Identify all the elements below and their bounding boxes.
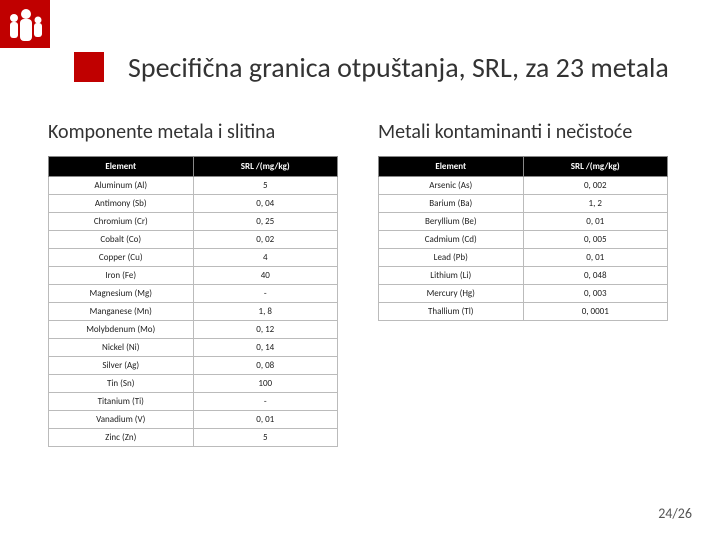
table-row: Tin (Sn)100 (49, 375, 338, 393)
table-row: Mercury (Hg)0, 003 (379, 285, 668, 303)
element-cell: Copper (Cu) (49, 249, 194, 267)
srl-cell: 0, 048 (523, 267, 668, 285)
table-row: Zinc (Zn)5 (49, 429, 338, 447)
element-cell: Beryllium (Be) (379, 213, 524, 231)
col-element: Element (379, 157, 524, 177)
srl-cell: 0, 01 (523, 249, 668, 267)
srl-cell: 0, 08 (193, 357, 338, 375)
table-row: Beryllium (Be)0, 01 (379, 213, 668, 231)
table-row: Manganese (Mn)1, 8 (49, 303, 338, 321)
srl-cell: 0, 04 (193, 195, 338, 213)
element-cell: Thallium (Tl) (379, 303, 524, 321)
table-row: Barium (Ba)1, 2 (379, 195, 668, 213)
contaminants-table: Element SRL /(mg/kg) Arsenic (As)0, 002B… (378, 156, 668, 321)
table-row: Nickel (Ni)0, 14 (49, 339, 338, 357)
table-row: Magnesium (Mg)- (49, 285, 338, 303)
srl-cell: 0, 14 (193, 339, 338, 357)
srl-cell: 1, 8 (193, 303, 338, 321)
table-row: Thallium (Tl)0, 0001 (379, 303, 668, 321)
table-row: Iron (Fe)40 (49, 267, 338, 285)
element-cell: Iron (Fe) (49, 267, 194, 285)
page-number: 24/26 (658, 505, 692, 522)
table-row: Silver (Ag)0, 08 (49, 357, 338, 375)
srl-cell: 0, 12 (193, 321, 338, 339)
srl-cell: 5 (193, 177, 338, 195)
table-row: Chromium (Cr)0, 25 (49, 213, 338, 231)
srl-cell: - (193, 285, 338, 303)
element-cell: Chromium (Cr) (49, 213, 194, 231)
srl-cell: 0, 005 (523, 231, 668, 249)
srl-cell: 0, 02 (193, 231, 338, 249)
page-title: Specifična granica otpuštanja, SRL, za 2… (128, 50, 669, 85)
table-row: Lead (Pb)0, 01 (379, 249, 668, 267)
srl-cell: 0, 25 (193, 213, 338, 231)
components-table: Element SRL /(mg/kg) Aluminum (Al)5Antim… (48, 156, 338, 447)
element-cell: Cobalt (Co) (49, 231, 194, 249)
table-row: Vanadium (V)0, 01 (49, 411, 338, 429)
element-cell: Antimony (Sb) (49, 195, 194, 213)
element-cell: Aluminum (Al) (49, 177, 194, 195)
element-cell: Nickel (Ni) (49, 339, 194, 357)
element-cell: Mercury (Hg) (379, 285, 524, 303)
srl-cell: 0, 01 (193, 411, 338, 429)
element-cell: Lithium (Li) (379, 267, 524, 285)
element-cell: Zinc (Zn) (49, 429, 194, 447)
srl-cell: 5 (193, 429, 338, 447)
col-srl: SRL /(mg/kg) (523, 157, 668, 177)
element-cell: Arsenic (As) (379, 177, 524, 195)
element-cell: Titanium (Ti) (49, 393, 194, 411)
title-bullet (74, 52, 110, 82)
element-cell: Vanadium (V) (49, 411, 194, 429)
table-row: Titanium (Ti)- (49, 393, 338, 411)
srl-cell: 1, 2 (523, 195, 668, 213)
table-row: Cobalt (Co)0, 02 (49, 231, 338, 249)
srl-cell: 0, 003 (523, 285, 668, 303)
srl-cell: 0, 0001 (523, 303, 668, 321)
table-row: Aluminum (Al)5 (49, 177, 338, 195)
srl-cell: - (193, 393, 338, 411)
table-row: Lithium (Li)0, 048 (379, 267, 668, 285)
element-cell: Molybdenum (Mo) (49, 321, 194, 339)
col-element: Element (49, 157, 194, 177)
table-row: Antimony (Sb)0, 04 (49, 195, 338, 213)
title-square-icon (74, 52, 104, 82)
srl-cell: 0, 002 (523, 177, 668, 195)
element-cell: Manganese (Mn) (49, 303, 194, 321)
element-cell: Barium (Ba) (379, 195, 524, 213)
subtitle-left: Komponente metala i slitina (48, 120, 275, 144)
element-cell: Tin (Sn) (49, 375, 194, 393)
col-srl: SRL /(mg/kg) (193, 157, 338, 177)
table-row: Arsenic (As)0, 002 (379, 177, 668, 195)
corner-logo (0, 0, 50, 48)
srl-cell: 100 (193, 375, 338, 393)
table-row: Copper (Cu)4 (49, 249, 338, 267)
srl-cell: 0, 01 (523, 213, 668, 231)
table-row: Molybdenum (Mo)0, 12 (49, 321, 338, 339)
element-cell: Lead (Pb) (379, 249, 524, 267)
element-cell: Silver (Ag) (49, 357, 194, 375)
table-row: Cadmium (Cd)0, 005 (379, 231, 668, 249)
srl-cell: 40 (193, 267, 338, 285)
subtitle-right: Metali kontaminanti i nečistoće (378, 120, 632, 144)
element-cell: Magnesium (Mg) (49, 285, 194, 303)
srl-cell: 4 (193, 249, 338, 267)
element-cell: Cadmium (Cd) (379, 231, 524, 249)
